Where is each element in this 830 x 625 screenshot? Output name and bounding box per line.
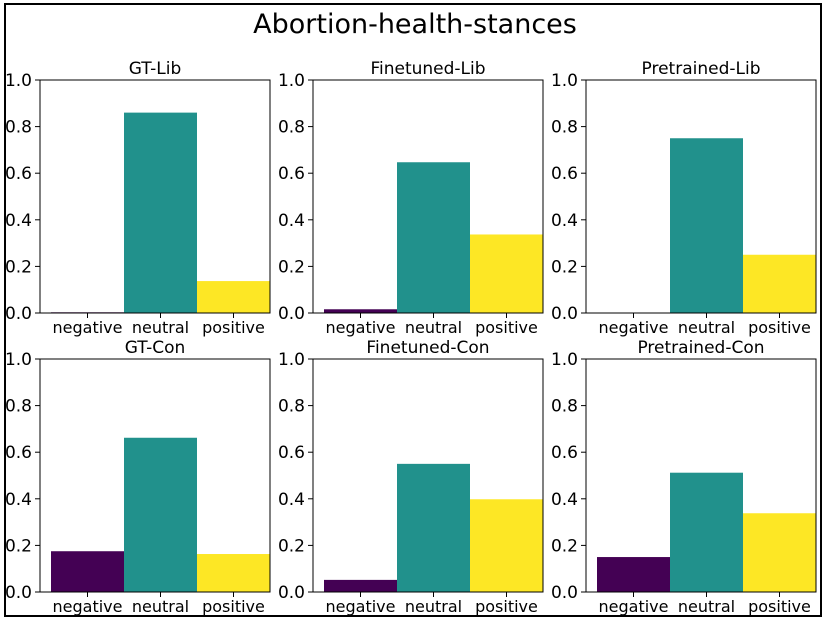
axes-frame (39, 358, 271, 593)
subplot-title: GT-Lib (129, 59, 182, 79)
x-tick-label-neutral: neutral (405, 318, 462, 337)
x-tick-label-negative: negative (53, 318, 123, 337)
subplot-5: Finetuned-Con 0.0 0.2 0.4 0.6 0.8 1.0 negative n… (278, 338, 544, 616)
y-tick-label: 0.8 (551, 118, 578, 138)
y-tick-label: 0.8 (278, 397, 305, 417)
bar-neutral (124, 112, 197, 314)
y-tick-label: 0.4 (278, 490, 305, 510)
y-tick-label: 0.4 (551, 211, 578, 231)
axes-frame (39, 79, 271, 314)
bar-positive (197, 281, 270, 313)
y-tick-label: 0.0 (278, 304, 305, 324)
x-tick-label-positive: positive (748, 597, 811, 616)
x-tick-label-positive: positive (748, 318, 811, 337)
axes-frame (312, 79, 544, 314)
x-tick-label-positive: positive (475, 318, 538, 337)
y-tick-label: 1.0 (278, 350, 305, 370)
y-tick-label: 0.0 (551, 304, 578, 324)
x-tick-label-neutral: neutral (405, 597, 462, 616)
y-tick-label: 0.8 (278, 118, 305, 138)
bar-neutral (397, 162, 470, 313)
y-tick-label: 0.0 (5, 583, 32, 603)
subplot-title: Finetuned-Lib (370, 59, 485, 79)
y-tick-label: 1.0 (551, 71, 578, 91)
x-tick-label-neutral: neutral (678, 318, 735, 337)
y-tick-label: 1.0 (5, 350, 32, 370)
subplot-1: GT-Lib 0.0 0.2 0.4 0.6 0.8 1.0 negative neutral p… (5, 59, 271, 337)
bar-negative (324, 309, 397, 313)
bar-negative (51, 551, 124, 592)
x-tick-label-negative: negative (53, 597, 123, 616)
bar-positive (743, 254, 816, 313)
bar-positive (743, 513, 816, 592)
y-tick-label: 0.4 (551, 490, 578, 510)
y-tick-label: 0.6 (5, 443, 32, 463)
y-tick-label: 0.6 (551, 443, 578, 463)
subplot-title: GT-Con (125, 338, 186, 358)
y-tick-label: 1.0 (5, 71, 32, 91)
bar-neutral (670, 472, 743, 592)
bar-negative (597, 557, 670, 592)
subplot-title: Pretrained-Lib (642, 59, 761, 79)
axes-frame (585, 358, 817, 593)
subplot-3: Pretrained-Lib 0.0 0.2 0.4 0.6 0.8 1.0 negative… (551, 59, 817, 337)
y-tick-label: 0.2 (5, 257, 32, 277)
x-tick-label-negative: negative (599, 318, 669, 337)
y-tick-label: 0.6 (278, 443, 305, 463)
x-tick-label-negative: negative (326, 318, 396, 337)
bar-positive (470, 234, 543, 313)
y-tick-label: 0.4 (5, 211, 32, 231)
y-tick-label: 0.2 (5, 536, 32, 556)
x-tick-label-positive: positive (202, 597, 265, 616)
y-tick-label: 0.2 (551, 536, 578, 556)
bar-positive (470, 499, 543, 592)
y-tick-label: 0.0 (278, 583, 305, 603)
subplot-4: GT-Con 0.0 0.2 0.4 0.6 0.8 1.0 negative neutral p… (5, 338, 271, 616)
figure-title: Abortion-health-stances (253, 9, 577, 40)
y-tick-label: 1.0 (278, 71, 305, 91)
subplot-6: Pretrained-Con 0.0 0.2 0.4 0.6 0.8 1.0 negative… (551, 338, 817, 616)
subplot-2: Finetuned-Lib 0.0 0.2 0.4 0.6 0.8 1.0 negative n… (278, 59, 544, 337)
x-tick-label-neutral: neutral (678, 597, 735, 616)
x-tick-label-positive: positive (202, 318, 265, 337)
axes-frame (585, 79, 817, 314)
y-tick-label: 0.8 (5, 397, 32, 417)
y-tick-label: 0.2 (278, 536, 305, 556)
subplot-title: Finetuned-Con (366, 338, 489, 358)
y-tick-label: 0.6 (551, 164, 578, 184)
y-tick-label: 0.8 (5, 118, 32, 138)
y-tick-label: 0.4 (278, 211, 305, 231)
bar-positive (197, 554, 270, 592)
y-tick-label: 0.2 (551, 257, 578, 277)
subplot-title: Pretrained-Con (637, 338, 764, 358)
x-tick-label-negative: negative (326, 597, 396, 616)
x-tick-label-negative: negative (599, 597, 669, 616)
y-tick-label: 0.0 (5, 304, 32, 324)
subplot-grid: GT-Lib 0.0 0.2 0.4 0.6 0.8 1.0 negative neutral p… (5, 59, 817, 616)
y-tick-label: 0.8 (551, 397, 578, 417)
y-tick-label: 0.2 (278, 257, 305, 277)
x-tick-label-neutral: neutral (132, 318, 189, 337)
y-tick-label: 1.0 (551, 350, 578, 370)
bar-neutral (124, 437, 197, 592)
axes-frame (312, 358, 544, 593)
bar-negative (324, 579, 397, 592)
y-tick-label: 0.6 (5, 164, 32, 184)
bar-neutral (670, 138, 743, 313)
y-tick-label: 0.0 (551, 583, 578, 603)
y-tick-label: 0.6 (278, 164, 305, 184)
y-tick-label: 0.4 (5, 490, 32, 510)
x-tick-label-positive: positive (475, 597, 538, 616)
bar-neutral (397, 463, 470, 592)
x-tick-label-neutral: neutral (132, 597, 189, 616)
